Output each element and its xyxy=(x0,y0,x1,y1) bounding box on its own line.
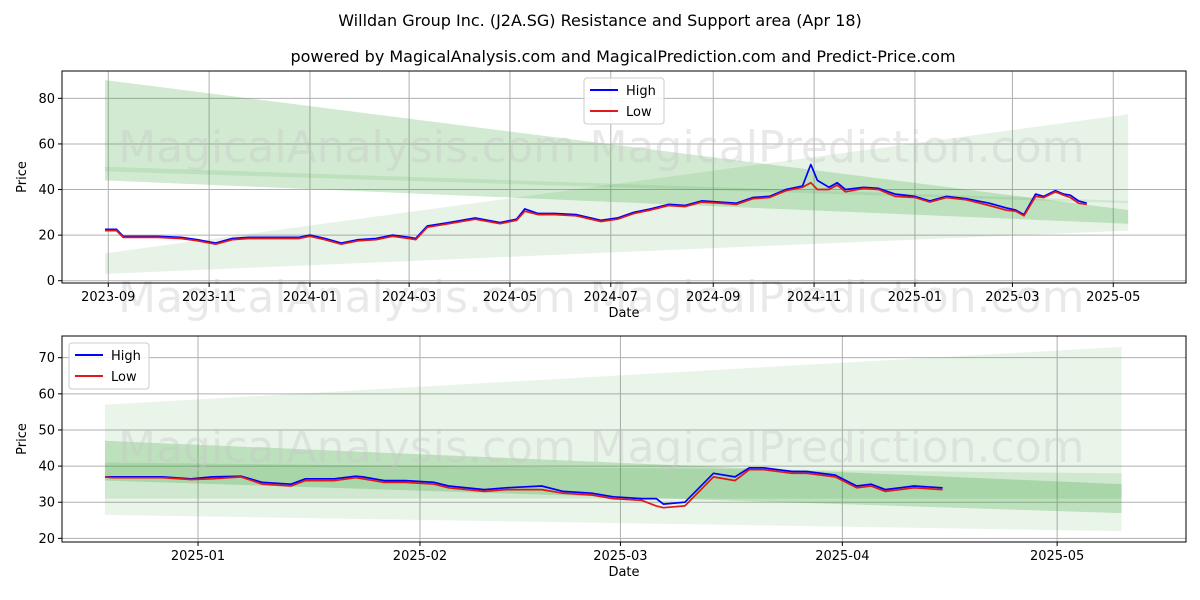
y-axis-label: Price xyxy=(15,423,30,455)
x-axis-label: Date xyxy=(608,565,639,580)
x-tick-label: 2024-09 xyxy=(686,290,740,305)
legend-label-high: High xyxy=(626,84,656,99)
support-resistance-band xyxy=(104,440,1122,514)
x-tick-label: 2024-07 xyxy=(584,290,638,305)
x-tick-label: 2025-04 xyxy=(815,549,869,564)
y-tick-label: 60 xyxy=(38,387,55,402)
y-axis-label: Price xyxy=(15,161,30,193)
x-tick-label: 2025-02 xyxy=(393,549,447,564)
support-resistance-band xyxy=(104,166,1129,204)
x-tick-label: 2025-05 xyxy=(1086,290,1140,305)
chart-subtitle: powered by MagicalAnalysis.com and Magic… xyxy=(290,47,955,66)
x-tick-label: 2025-01 xyxy=(171,549,225,564)
x-tick-label: 2024-01 xyxy=(283,290,337,305)
y-tick-label: 20 xyxy=(38,532,55,547)
watermark-text: MagicalAnalysis.com xyxy=(118,272,576,323)
legend: High Low xyxy=(583,77,665,125)
support-resistance-band xyxy=(104,462,1122,499)
legend-label-low: Low xyxy=(626,105,652,120)
y-tick-label: 40 xyxy=(38,460,55,475)
x-tick-label: 2023-11 xyxy=(182,290,236,305)
lower-chart-panel: MagicalAnalysis.com MagicalPrediction.com… xyxy=(15,335,1187,580)
series-line-high xyxy=(105,467,943,505)
y-tick-label: 20 xyxy=(38,229,55,244)
y-tick-label: 30 xyxy=(38,496,55,511)
legend-label-low: Low xyxy=(111,370,137,385)
upper-chart-panel: MagicalAnalysis.com MagicalAnalysis.com Ma… xyxy=(15,70,1187,323)
legend-label-high: High xyxy=(111,349,141,364)
x-tick-label: 2024-05 xyxy=(483,290,537,305)
x-tick-label: 2024-11 xyxy=(787,290,841,305)
watermark-text: MagicalPrediction.com xyxy=(590,422,1085,473)
y-tick-label: 70 xyxy=(38,351,55,366)
x-tick-label: 2025-01 xyxy=(888,290,942,305)
y-tick-label: 80 xyxy=(38,92,55,107)
series-line-high xyxy=(105,163,1088,244)
watermark-text: MagicalPrediction.com xyxy=(590,122,1085,173)
watermark-text: MagicalPrediction.com xyxy=(590,272,1085,323)
y-tick-label: 0 xyxy=(47,274,55,289)
y-tick-label: 50 xyxy=(38,423,55,438)
x-tick-label: 2025-05 xyxy=(1030,549,1084,564)
plot-frame xyxy=(61,70,1187,284)
series-line-low xyxy=(105,181,1087,246)
x-axis-label: Date xyxy=(608,306,639,321)
watermark-text: MagicalAnalysis.com xyxy=(118,422,576,473)
x-tick-label: 2023-09 xyxy=(81,290,135,305)
x-tick-label: 2025-03 xyxy=(593,549,647,564)
x-tick-label: 2024-03 xyxy=(382,290,436,305)
y-tick-label: 40 xyxy=(38,183,55,198)
watermark-text: MagicalAnalysis.com xyxy=(118,122,576,173)
chart-title: Willdan Group Inc. (J2A.SG) Resistance a… xyxy=(338,11,862,30)
y-tick-label: 60 xyxy=(38,137,55,152)
plot-frame xyxy=(61,335,1187,543)
legend: High Low xyxy=(68,342,150,390)
x-tick-label: 2025-03 xyxy=(985,290,1039,305)
series-line-low xyxy=(104,468,943,509)
support-resistance-band xyxy=(104,114,1129,274)
